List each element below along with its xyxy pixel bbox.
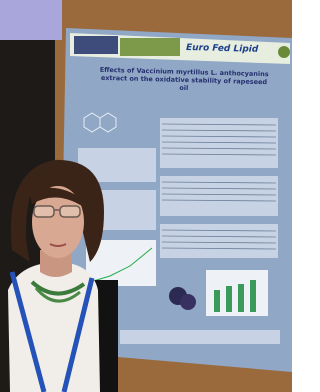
header-photo bbox=[120, 38, 180, 56]
poster-logo: Euro Fed Lipid bbox=[186, 43, 266, 55]
header-icon bbox=[278, 46, 290, 58]
berries bbox=[180, 294, 196, 310]
footer-band bbox=[120, 330, 280, 344]
shirt bbox=[8, 262, 100, 392]
photo: Euro Fed Lipid Effects of Vaccinium myrt… bbox=[0, 0, 292, 392]
header-logo-left bbox=[74, 36, 118, 54]
scene bbox=[0, 0, 292, 392]
poster-title: Effects of Vaccinium myrtillus L. anthoc… bbox=[96, 66, 273, 95]
lavender-block bbox=[0, 0, 62, 40]
